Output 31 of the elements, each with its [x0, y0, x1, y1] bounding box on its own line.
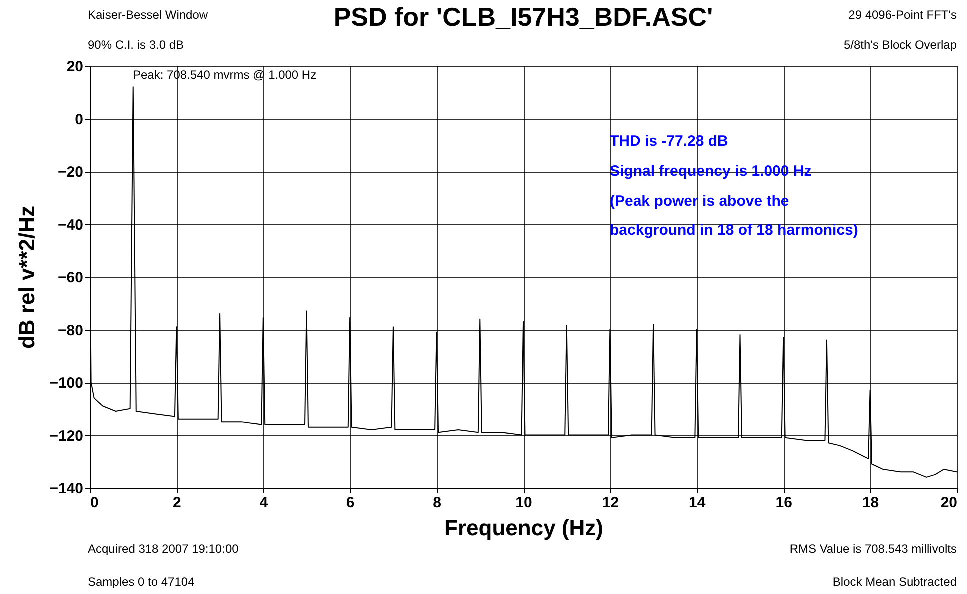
- text: Kaiser-Bessel Window: [88, 8, 208, 22]
- y-tick-label: 20: [66, 58, 84, 76]
- y-tick-label: −140: [50, 480, 84, 498]
- text: Samples 0 to 47104: [88, 575, 196, 589]
- text: 90% C.I. is 3.0 dB: [88, 38, 184, 52]
- x-tick-label: 12: [602, 494, 620, 512]
- y-tick-label: 0: [75, 111, 84, 128]
- x-tick-label: 14: [689, 494, 706, 512]
- text: 5/8th's Block Overlap: [844, 38, 958, 52]
- text: 29 4096-Point FFT's: [848, 8, 957, 22]
- y-tick-label: −100: [50, 375, 84, 392]
- y-tick-label: −80: [58, 322, 84, 340]
- x-tick-label: 2: [173, 494, 182, 512]
- x-tick-label: 10: [516, 494, 532, 512]
- y-tick-label: −60: [58, 270, 84, 286]
- y-axis-title: dB rel v**2/Hz: [14, 206, 40, 350]
- y-tick-label: −120: [50, 428, 84, 445]
- text: Acquired 318 2007 19:10:00: [88, 542, 240, 556]
- text: RMS Value is 708.543 millivolts: [790, 542, 957, 556]
- text: Block Mean Subtracted: [832, 575, 957, 589]
- x-tick-label: 0: [90, 494, 99, 512]
- x-tick-label: 8: [433, 494, 442, 512]
- x-tick-label: 16: [776, 494, 792, 512]
- x-tick-label: 4: [260, 494, 269, 512]
- x-tick-label: 18: [862, 494, 880, 512]
- x-tick-label: 20: [940, 494, 958, 512]
- y-tick-label: −20: [58, 164, 84, 181]
- chart-title: PSD for 'CLB_I57H3_BDF.ASC': [334, 2, 714, 32]
- x-tick-label: 6: [346, 494, 355, 512]
- x-axis-title: Frequency (Hz): [444, 516, 604, 540]
- y-tick-label: −40: [58, 216, 84, 234]
